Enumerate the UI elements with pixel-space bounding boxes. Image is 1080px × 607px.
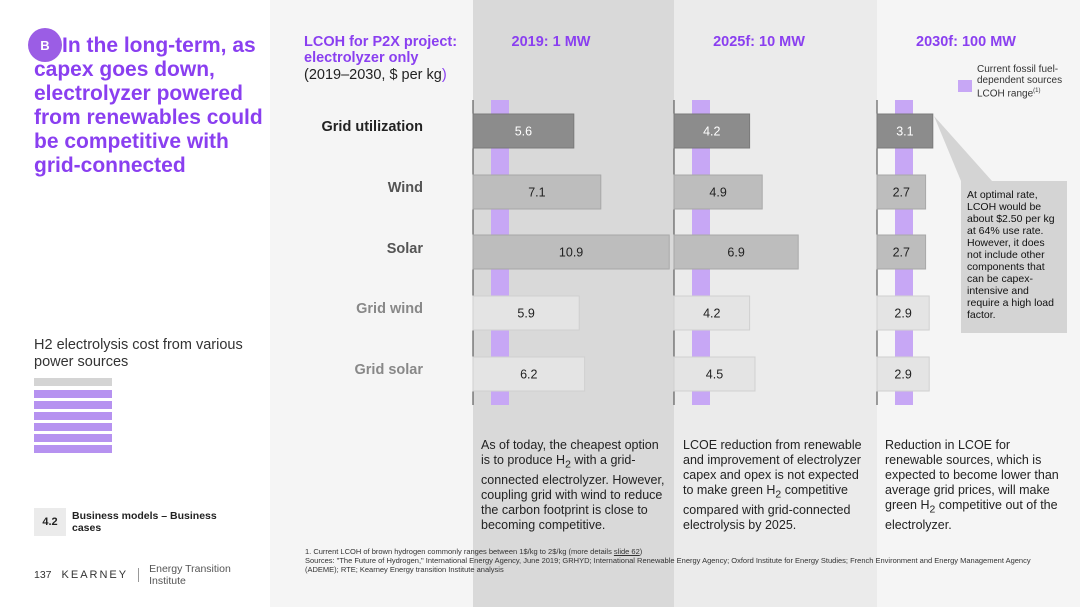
fossil-range-legend-swatch xyxy=(958,80,972,92)
description-2030: Reduction in LCOE for renewable sources,… xyxy=(885,438,1059,532)
data-label: 7.1 xyxy=(528,186,545,200)
bar xyxy=(673,356,756,392)
legend-gray-bar xyxy=(34,378,112,386)
row-label-solar: Solar xyxy=(386,241,423,257)
data-label: 2.9 xyxy=(894,368,911,382)
brand-logo: KEARNEY xyxy=(61,569,129,581)
chart-subtitle-left: H2 electrolysis cost from various power … xyxy=(34,337,243,370)
bar xyxy=(472,234,670,270)
data-label: 2.7 xyxy=(893,246,910,260)
legend-purple-bar xyxy=(34,423,112,431)
data-label: 2.7 xyxy=(893,186,910,200)
left-panel: B In the long-term, as capex goes down, … xyxy=(0,0,270,607)
description-2019: As of today, the cheapest option is to p… xyxy=(481,438,665,532)
bar xyxy=(876,174,927,210)
chart-title: LCOH for P2X project: electrolyzer only xyxy=(304,34,458,66)
callout-pointer xyxy=(934,116,992,181)
callout-box: At optimal rate, LCOH would be about $2.… xyxy=(961,181,1067,333)
headline: In the long-term, as capex goes down, el… xyxy=(34,34,263,177)
bar xyxy=(876,234,927,270)
legend-purple-bar xyxy=(34,412,112,420)
row-label-grid-solar: Grid solar xyxy=(354,362,424,378)
data-label: 6.2 xyxy=(520,368,537,382)
row-label-grid-utilization: Grid utilization xyxy=(321,119,424,135)
legend-purple-bar xyxy=(34,434,112,442)
chart-units: (2019–2030, $ per kg) xyxy=(304,67,447,83)
column-header-2025: 2025f: 10 MW xyxy=(713,34,805,50)
brand-subtitle: Energy Transition Institute xyxy=(149,563,231,587)
bar xyxy=(673,113,751,149)
divider xyxy=(138,568,140,582)
bar xyxy=(876,356,930,392)
legend-purple-bar xyxy=(34,390,112,398)
data-label: 6.9 xyxy=(727,246,744,260)
data-label: 5.6 xyxy=(515,125,532,139)
legend-purple-bar xyxy=(34,445,112,453)
data-label: 4.2 xyxy=(703,307,720,321)
column-header-2030: 2030f: 100 MW xyxy=(916,34,1016,50)
bar xyxy=(876,113,934,149)
data-label: 5.9 xyxy=(517,307,534,321)
section-badge: B xyxy=(28,28,62,62)
row-label-wind: Wind xyxy=(387,180,423,196)
bar xyxy=(673,234,799,270)
bar xyxy=(673,174,763,210)
data-label: 2.9 xyxy=(894,307,911,321)
footnotes: 1. Current LCOH of brown hydrogen common… xyxy=(305,547,1031,574)
description-2025: LCOE reduction from renewable and improv… xyxy=(683,438,862,532)
slide-link[interactable]: slide 62 xyxy=(613,547,640,556)
fossil-range-legend-text: Current fossil fuel-dependent sources LC… xyxy=(977,64,1063,100)
page-number: 137 xyxy=(34,569,52,581)
bar xyxy=(472,295,580,331)
bar xyxy=(472,113,575,149)
data-label: 3.1 xyxy=(896,125,913,139)
bar xyxy=(876,295,930,331)
data-label: 10.9 xyxy=(559,246,583,260)
row-label-grid-wind: Grid wind xyxy=(356,301,423,317)
footer: 137 KEARNEY Energy Transition Institute xyxy=(34,563,270,587)
data-label: 4.9 xyxy=(709,186,726,200)
bar xyxy=(472,174,602,210)
bar xyxy=(472,356,586,392)
data-label: 4.5 xyxy=(706,368,723,382)
data-label: 4.2 xyxy=(703,125,720,139)
bar xyxy=(673,295,751,331)
section-label[interactable]: Business models – Business cases xyxy=(72,510,217,534)
column-header-2019: 2019: 1 MW xyxy=(511,34,591,50)
section-number[interactable]: 4.2 xyxy=(34,508,66,536)
legend-purple-bar xyxy=(34,401,112,409)
